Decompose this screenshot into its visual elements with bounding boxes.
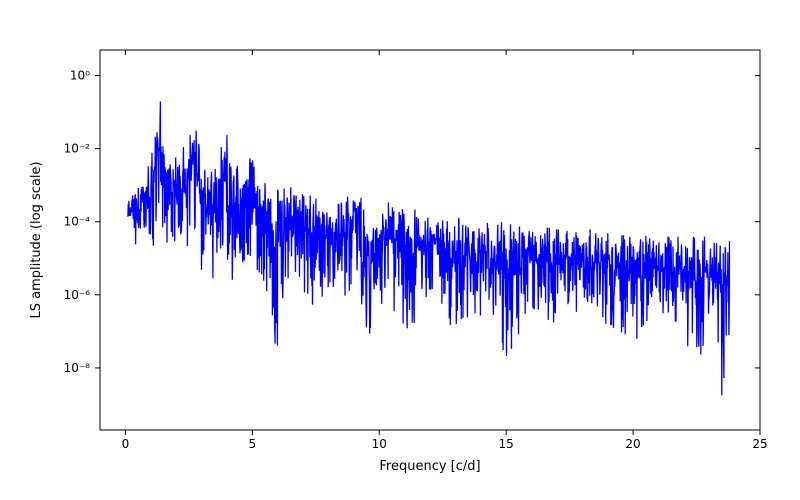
x-tick-label: 5 xyxy=(248,437,256,451)
x-axis-label: Frequency [c/d] xyxy=(379,459,480,474)
y-tick-label: 10⁻⁸ xyxy=(64,361,91,375)
periodogram-chart: 0 5 10 15 20 25 10⁻⁸ 10⁻⁶ 10⁻⁴ 10⁻² 10⁰ Frequency [… xyxy=(0,0,800,500)
y-tick-label: 10⁻² xyxy=(64,142,91,156)
y-axis-label: LS amplitude (log scale) xyxy=(29,161,44,318)
x-tick-label: 10 xyxy=(372,437,387,451)
periodogram-line xyxy=(128,102,730,396)
x-tick-label: 15 xyxy=(499,437,514,451)
y-tick-label: 10⁻⁶ xyxy=(64,288,91,302)
chart-svg: 0 5 10 15 20 25 10⁻⁸ 10⁻⁶ 10⁻⁴ 10⁻² 10⁰ Frequency [… xyxy=(0,0,800,500)
x-tick-label: 20 xyxy=(625,437,640,451)
x-tick-label: 0 xyxy=(122,437,130,451)
y-tick-label: 10⁰ xyxy=(70,69,90,83)
y-tick-label: 10⁻⁴ xyxy=(64,215,91,229)
x-tick-label: 25 xyxy=(752,437,767,451)
